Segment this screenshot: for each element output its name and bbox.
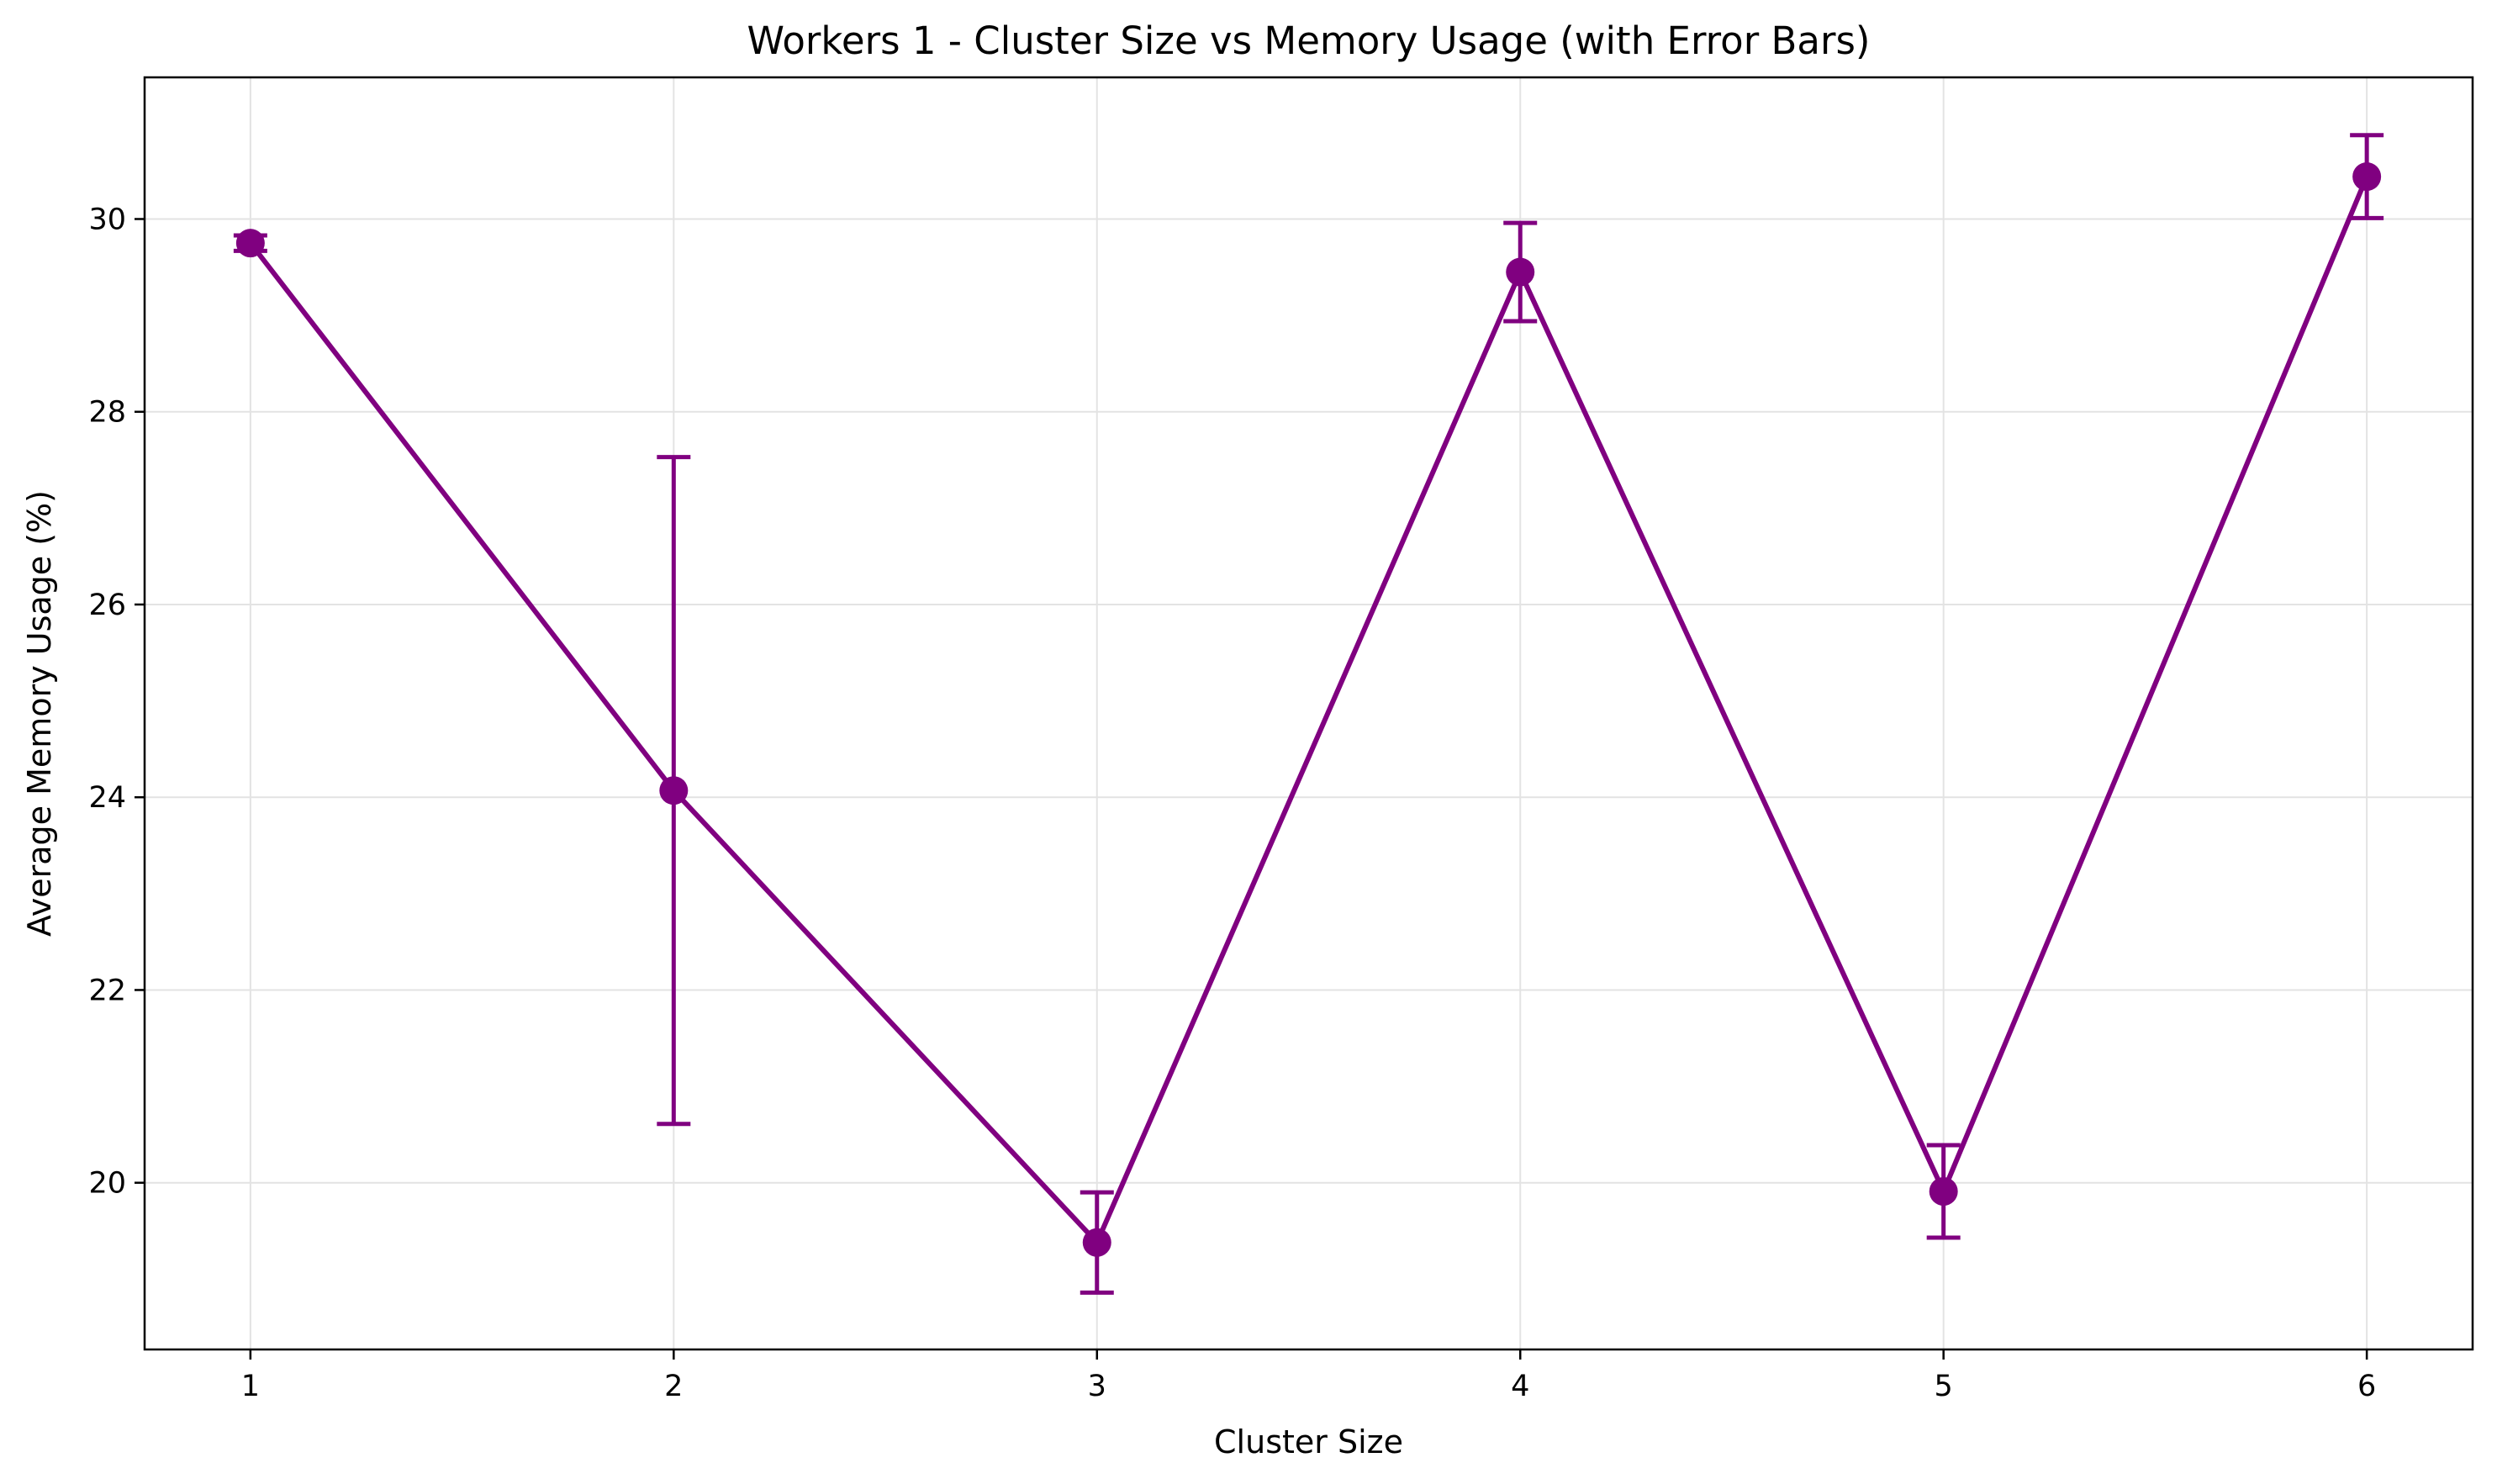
data-layer [233, 133, 2384, 1295]
x-tick-label: 4 [1511, 1370, 1529, 1403]
data-point [1929, 1177, 1958, 1207]
plot-frame [143, 76, 2474, 1351]
x-tick-label: 3 [1088, 1370, 1106, 1403]
data-point [1082, 1228, 1111, 1257]
y-axis-label: Average Memory Usage (%) [21, 490, 58, 937]
x-axis-label: Cluster Size [1214, 1423, 1403, 1460]
x-tick-label: 2 [664, 1370, 683, 1403]
x-tick-label: 1 [241, 1370, 260, 1403]
data-point [659, 776, 689, 805]
chart-title: Workers 1 - Cluster Size vs Memory Usage… [747, 18, 1871, 63]
y-tick-label: 26 [88, 589, 126, 622]
y-tick-label: 20 [88, 1167, 126, 1201]
x-tick-label: 6 [2357, 1370, 2376, 1403]
x-tick-label: 5 [1935, 1370, 1953, 1403]
y-tick-label: 22 [88, 974, 126, 1007]
data-point [2352, 162, 2382, 192]
y-tick-label: 24 [88, 781, 126, 815]
y-tick-label: 28 [88, 396, 126, 430]
data-point [235, 229, 265, 258]
grid-lines [145, 77, 2473, 1349]
data-point [1506, 257, 1535, 287]
y-tick-label: 30 [88, 203, 126, 236]
series-line [248, 175, 2369, 1245]
ticks: 1 2 3 4 5 6 20 22 24 26 28 30 [88, 203, 2376, 1403]
